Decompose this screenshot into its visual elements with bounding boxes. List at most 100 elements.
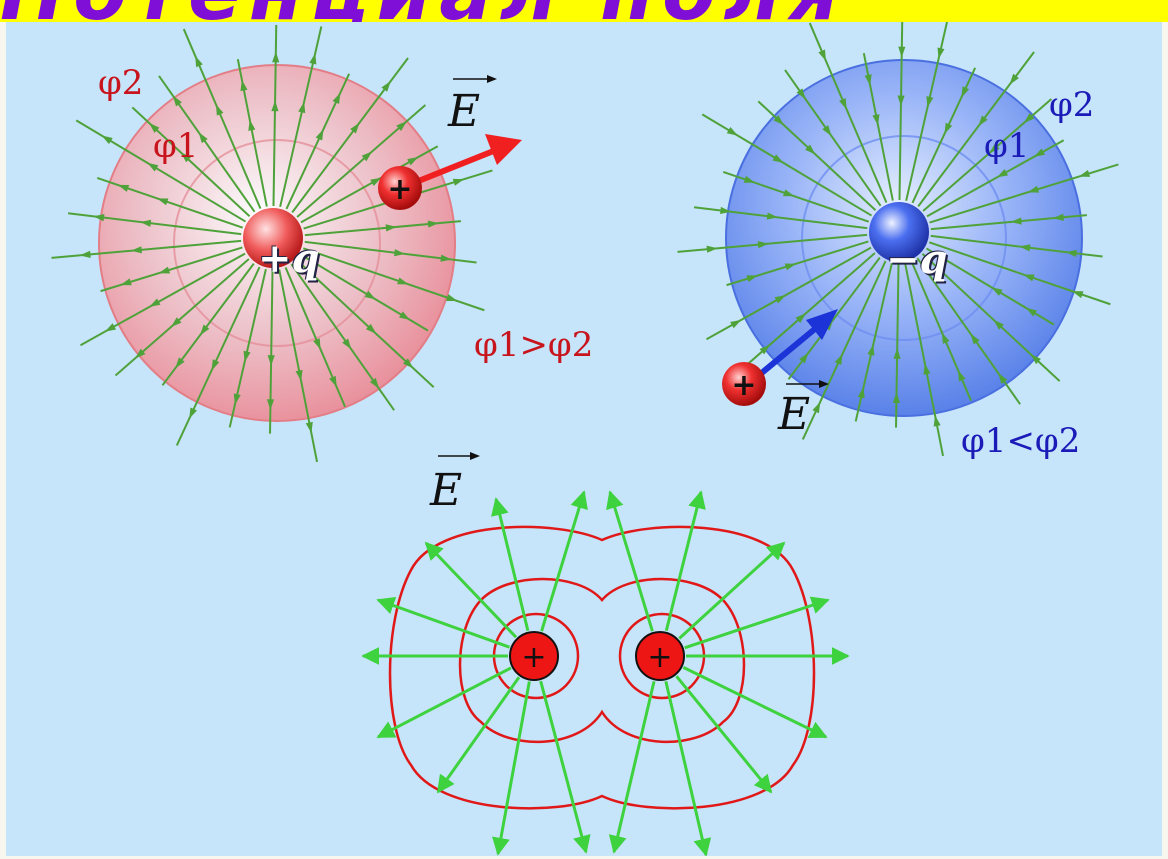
pair-field-line xyxy=(492,681,531,856)
field-line-arrowhead xyxy=(361,151,373,162)
pair-field-line xyxy=(678,541,786,640)
field-line-arrowhead xyxy=(726,127,738,136)
right-charge-symbol: + xyxy=(647,640,672,675)
field-line-arrowhead xyxy=(772,154,784,163)
diagram-panel: + + + + φ2 φ1 E +q xyxy=(6,22,1162,856)
field-line-arrowhead xyxy=(1078,170,1091,177)
field-line-arrowhead xyxy=(989,143,1000,154)
field-line-arrowhead xyxy=(867,344,875,356)
field-line-arrowhead xyxy=(978,115,988,127)
field-line-arrowhead xyxy=(402,358,414,369)
field-line-arrowhead xyxy=(766,212,778,220)
banner-title: Потенциал поля xyxy=(0,0,1168,22)
field-line-arrowhead xyxy=(1072,291,1084,299)
phi2-label-negative: φ2 xyxy=(1049,85,1095,125)
field-line-arrowhead xyxy=(944,122,953,135)
field-line-arrowhead xyxy=(399,311,411,321)
pair-field-line xyxy=(664,490,706,632)
field-line-arrowhead xyxy=(158,266,171,274)
field-line-arrowhead xyxy=(101,135,113,145)
field-line-arrowhead xyxy=(369,377,380,389)
e-vector-bar-tip xyxy=(487,75,497,83)
field-line-arrowhead xyxy=(757,241,769,249)
field-line-arrowhead xyxy=(893,347,901,359)
field-line-arrowhead xyxy=(1025,307,1037,317)
field-line-arrowhead xyxy=(315,129,324,141)
field-line-arrowhead xyxy=(774,295,786,304)
negative-test-charge-group: + xyxy=(722,309,838,406)
field-line-arrowhead xyxy=(397,277,409,285)
field-line-arrowhead xyxy=(1009,73,1019,85)
pair-field-line xyxy=(606,490,654,632)
field-line-arrowhead xyxy=(298,101,306,114)
field-line-arrowhead xyxy=(172,95,182,107)
field-line-arrowhead xyxy=(271,100,279,112)
pair-field-line xyxy=(424,541,518,639)
pair-field-line xyxy=(684,596,830,650)
field-line-arrowhead xyxy=(452,178,465,186)
test-charge-negative-field xyxy=(722,362,766,406)
field-diagram: + + + + xyxy=(51,22,1119,856)
field-line-arrowhead xyxy=(1023,113,1035,124)
field-line-arrowhead xyxy=(773,115,784,126)
field-line-arrowhead xyxy=(805,144,816,155)
field-line-arrowhead xyxy=(364,290,376,300)
test-charge-symbol: + xyxy=(387,172,412,207)
field-line-arrowhead xyxy=(937,47,945,59)
field-line-arrowhead xyxy=(427,220,439,228)
field-line-arrowhead xyxy=(933,415,941,427)
field-line-arrowhead xyxy=(996,169,1009,178)
e-vector-bar-tip-negative xyxy=(819,380,829,388)
field-line-arrowhead xyxy=(1052,213,1064,221)
field-line-arrowhead xyxy=(961,86,970,98)
field-line-arrowhead xyxy=(134,348,146,359)
field-line-arrowhead xyxy=(130,246,142,254)
field-line-arrowhead xyxy=(147,162,159,172)
field-line-arrowhead xyxy=(79,250,91,258)
pair-field-line xyxy=(682,666,828,739)
field-line-arrowhead xyxy=(211,359,220,371)
negative-source-charge xyxy=(869,202,929,262)
pair-field-line xyxy=(491,497,530,632)
field-line-arrowhead xyxy=(370,177,382,186)
field-line-arrowhead xyxy=(730,319,742,329)
field-line-arrowhead xyxy=(970,333,980,345)
pair-field-line xyxy=(675,675,773,794)
field-line-arrowhead xyxy=(1027,185,1040,193)
field-line-arrowhead xyxy=(332,92,341,104)
field-line-arrowhead xyxy=(1030,354,1041,365)
two-charges-field: + + xyxy=(361,452,850,856)
field-line-arrowhead xyxy=(926,96,934,108)
field-line-arrowhead xyxy=(834,353,843,366)
negative-charge-label: −q xyxy=(886,236,948,283)
field-line-arrowhead xyxy=(746,275,758,283)
e-field-label-negative: E xyxy=(778,389,811,440)
field-line-arrowhead xyxy=(1010,217,1022,225)
field-line-arrowhead xyxy=(313,338,321,350)
field-line-arrowhead xyxy=(782,189,795,197)
field-line-arrowhead xyxy=(706,245,718,253)
inner-equipotential-circle-negative xyxy=(801,135,1007,341)
field-line-arrowhead xyxy=(365,323,377,334)
pair-field-line xyxy=(664,680,712,856)
title-banner: Потенциал поля xyxy=(0,0,1168,22)
field-line-arrowhead xyxy=(305,421,313,434)
phi1-label-negative: φ1 xyxy=(984,126,1030,166)
two-charges-field-lines xyxy=(361,490,850,856)
field-line-arrowhead xyxy=(440,254,452,262)
field-line-arrowhead xyxy=(720,206,732,215)
field-line-arrowhead xyxy=(198,132,208,144)
field-line-arrowhead xyxy=(266,399,275,411)
field-line-arrowhead xyxy=(309,53,317,65)
pair-e-vector-bar-tip xyxy=(470,452,480,460)
field-line-arrowhead xyxy=(818,49,826,61)
field-line-arrowhead xyxy=(872,114,880,126)
field-line-arrowhead xyxy=(243,350,251,363)
phi2-label-positive: φ2 xyxy=(98,63,144,103)
field-line-arrowhead xyxy=(120,278,132,286)
left-charge-symbol: + xyxy=(521,640,546,675)
phi1-label-positive: φ1 xyxy=(153,126,199,166)
field-line-arrowhead xyxy=(350,122,360,134)
field-line-arrowhead xyxy=(381,80,391,92)
field-vector-arrow-shaft xyxy=(414,147,498,185)
